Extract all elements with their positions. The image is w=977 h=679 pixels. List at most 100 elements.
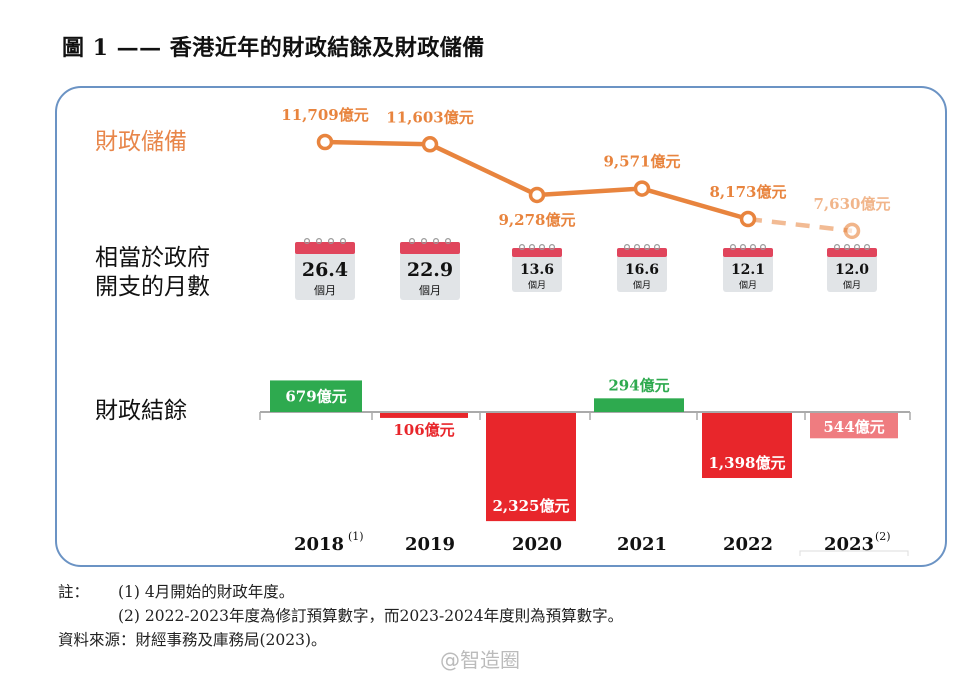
months-value: 12.1	[731, 262, 765, 278]
calendar-ring	[548, 244, 555, 251]
surplus-bar	[380, 413, 468, 418]
calendar-ring	[863, 244, 870, 251]
calendar-ring	[538, 244, 545, 251]
reserve-point	[843, 222, 861, 240]
note-1: (1) 4月開始的財政年度。	[118, 583, 295, 601]
reserve-value-label: 8,173億元	[710, 183, 787, 201]
calendar-ring	[643, 244, 650, 251]
calendar-ring	[653, 244, 660, 251]
notes: 註： (1) 4月開始的財政年度。 (2) 2022-2023年度為修訂預算數字，…	[58, 580, 623, 652]
reserve-line-segment	[641, 186, 749, 222]
reserve-value-label: 9,571億元	[604, 153, 681, 171]
months-value: 26.4	[302, 259, 348, 281]
year-footnote-marker: (2)	[875, 530, 891, 543]
year-footnote-marker: (1)	[348, 530, 364, 543]
surplus-bar	[486, 413, 576, 522]
year-label: 2020	[512, 534, 562, 555]
months-unit: 個月	[739, 279, 757, 291]
calendar-header	[617, 248, 667, 257]
calendar-header	[827, 248, 877, 257]
year-label: 2023	[824, 534, 874, 555]
figure-title: 圖 1 —— 香港近年的財政結餘及財政儲備	[62, 35, 485, 61]
calendar-ring	[739, 244, 746, 251]
reserve-line-segment	[747, 216, 853, 234]
calendar-ring	[853, 244, 860, 251]
months-unit: 個月	[528, 279, 546, 291]
calendar-icon	[400, 242, 460, 300]
calendar-ring	[729, 244, 736, 251]
year-label: 2018	[294, 534, 344, 555]
surplus-value-label: 544億元	[823, 418, 884, 436]
notes-label: 註：	[58, 583, 90, 601]
surplus-bar	[810, 413, 898, 439]
calendar-ring	[304, 238, 311, 245]
chart-frame	[55, 86, 947, 567]
calendar-ring	[316, 238, 323, 245]
reserve-point	[528, 186, 546, 204]
calendar-ring	[445, 238, 452, 245]
reserve-value-label: 7,630億元	[814, 195, 891, 213]
calendar-ring	[518, 244, 525, 251]
reserve-value-label: 11,709億元	[281, 106, 368, 124]
calendar-icon	[827, 248, 877, 292]
calendar-ring	[340, 238, 347, 245]
calendar-ring	[433, 238, 440, 245]
reserve-point	[316, 133, 334, 151]
surplus-value-label: 679億元	[285, 387, 346, 405]
months-unit: 個月	[633, 279, 651, 291]
calendar-header	[512, 248, 562, 257]
calendar-ring	[749, 244, 756, 251]
surplus-value-label: 1,398億元	[709, 454, 786, 472]
year-label: 2021	[617, 534, 667, 555]
surplus-row-label: 財政結餘	[95, 398, 187, 424]
surplus-value-label: 106億元	[393, 421, 454, 439]
reserve-line-segment	[429, 142, 538, 197]
calendar-icon	[512, 248, 562, 292]
calendar-icon	[295, 242, 355, 300]
reserve-line-segment	[324, 139, 431, 147]
watermark: @智造圈	[440, 648, 520, 672]
surplus-bar	[270, 380, 362, 412]
source-note: 資料來源：財經事務及庫務局(2023)。	[58, 631, 327, 649]
months-value: 22.9	[407, 259, 453, 281]
calendar-ring	[409, 238, 416, 245]
months-unit: 個月	[314, 284, 336, 297]
reserve-value-label: 11,603億元	[386, 108, 473, 126]
year-label: 2019	[405, 534, 455, 555]
calendar-ring	[759, 244, 766, 251]
months-row-label: 相當於政府 開支的月數	[95, 244, 210, 302]
surplus-bar	[594, 398, 684, 412]
calendar-ring	[843, 244, 850, 251]
reserve-value-label: 9,278億元	[499, 211, 576, 229]
months-value: 16.6	[625, 262, 659, 278]
months-unit: 個月	[419, 284, 441, 297]
months-label-line2: 開支的月數	[95, 274, 210, 300]
calendar-ring	[328, 238, 335, 245]
calendar-ring	[623, 244, 630, 251]
calendar-ring	[833, 244, 840, 251]
note-2: (2) 2022-2023年度為修訂預算數字，而2023-2024年度則為預算數…	[118, 607, 624, 625]
months-label-line1: 相當於政府	[95, 245, 210, 271]
surplus-bar	[702, 413, 792, 479]
calendar-header	[400, 242, 460, 254]
reserve-point	[421, 136, 439, 153]
calendar-ring	[633, 244, 640, 251]
calendar-header	[295, 242, 355, 254]
calendar-ring	[421, 238, 428, 245]
year-label: 2022	[723, 534, 773, 555]
reserve-point	[633, 180, 651, 197]
months-value: 12.0	[835, 262, 869, 278]
surplus-value-label: 294億元	[608, 376, 669, 394]
reserve-point	[739, 210, 757, 228]
reserve-row-label: 財政儲備	[95, 129, 187, 155]
estimate-bracket	[799, 550, 909, 556]
calendar-icon	[723, 248, 773, 292]
calendar-header	[723, 248, 773, 257]
calendar-icon	[617, 248, 667, 292]
reserve-line-segment	[536, 186, 643, 198]
calendar-ring	[528, 244, 535, 251]
months-unit: 個月	[843, 279, 861, 291]
surplus-value-label: 2,325億元	[493, 497, 570, 515]
